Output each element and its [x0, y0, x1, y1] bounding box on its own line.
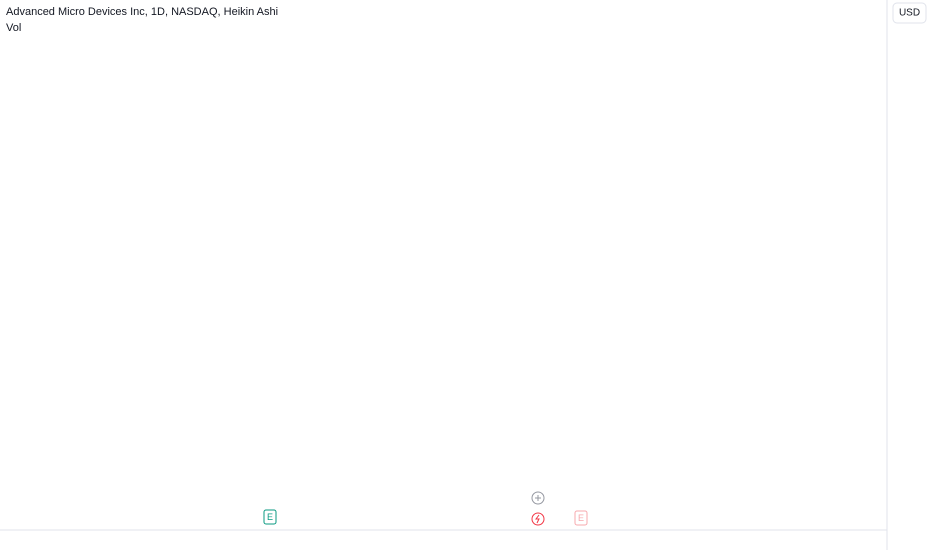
earnings-badge[interactable]: E	[574, 510, 588, 526]
event-icon[interactable]	[531, 512, 545, 526]
svg-text:E: E	[578, 513, 584, 523]
add-icon[interactable]	[531, 491, 545, 505]
volume-title: Vol	[6, 22, 21, 34]
currency-label: USD	[899, 8, 920, 19]
svg-text:E: E	[267, 512, 273, 522]
currency-button[interactable]	[892, 2, 927, 24]
earnings-badge[interactable]: E	[263, 509, 277, 525]
chart-title: Advanced Micro Devices Inc, 1D, NASDAQ, …	[6, 6, 278, 18]
